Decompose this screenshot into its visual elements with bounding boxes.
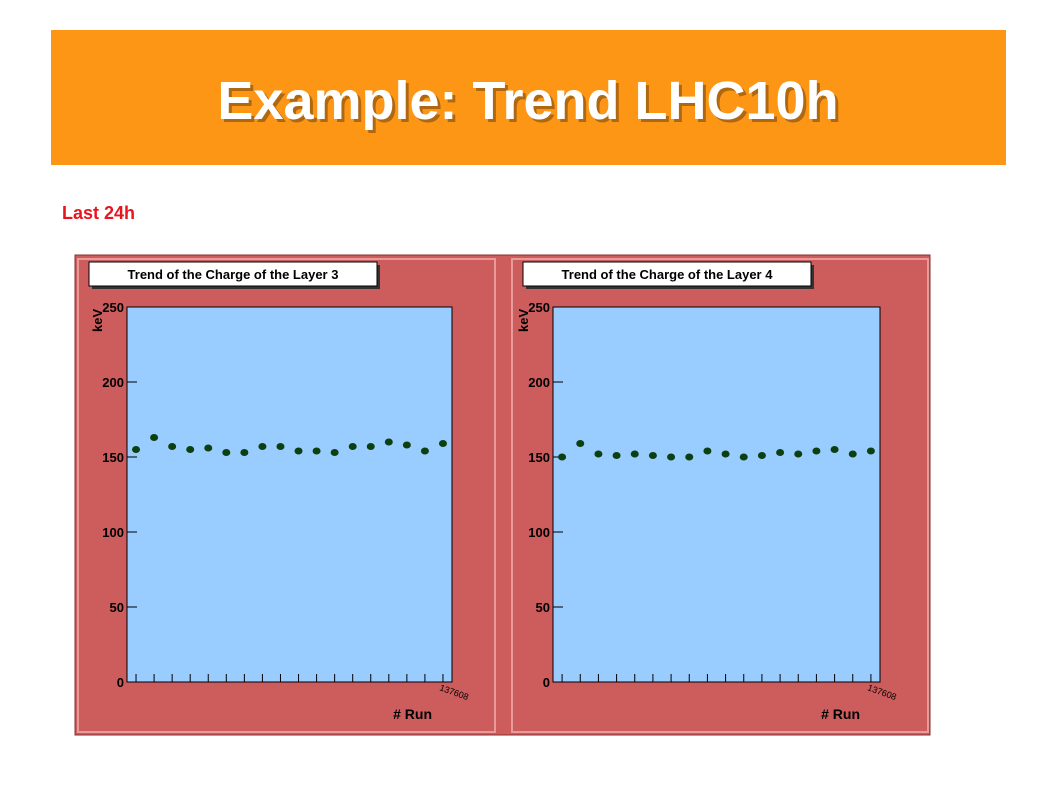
data-point [366,443,375,450]
data-point [739,453,748,461]
chart-title: Trend of the Charge of the Layer 4 [562,267,774,282]
data-point [240,449,249,456]
x-axis-label: # Run [821,706,860,722]
data-point [186,446,195,453]
data-point [576,440,585,447]
data-point [667,453,676,461]
y-tick-label: 200 [102,375,124,390]
data-point [848,450,857,458]
data-point [630,450,639,458]
slide-title: Example: Trend LHC10h [217,71,838,131]
data-point [721,450,730,458]
data-point [612,452,621,459]
y-tick-label: 0 [543,675,550,690]
title-banner [51,30,1006,165]
y-tick-label: 100 [528,525,550,540]
data-point [558,453,567,461]
data-point [420,447,429,455]
plot-area [552,306,881,683]
chart-title: Trend of the Charge of the Layer 3 [128,267,339,282]
y-tick-label: 50 [536,600,550,615]
subtitle: Last 24h [62,203,135,223]
data-point [168,443,177,450]
data-point [384,438,393,446]
plot-area [126,306,453,683]
data-point [594,450,603,458]
data-point [132,446,141,453]
title-box [522,261,812,287]
y-axis-label: keV [516,309,531,332]
data-point [812,447,821,455]
data-point [866,447,875,455]
data-point [438,440,447,447]
data-point [150,434,159,441]
data-point [685,453,694,461]
data-point [648,452,657,459]
data-point [204,444,213,452]
data-point [776,449,785,456]
y-axis-label: keV [90,309,105,332]
data-point [222,449,231,456]
data-point [703,447,712,455]
data-point [830,446,839,453]
data-point [330,449,339,456]
data-point [276,443,285,450]
title-box [88,261,378,287]
y-tick-label: 150 [528,450,550,465]
data-point [757,452,766,459]
y-tick-label: 0 [117,675,124,690]
y-tick-label: 200 [528,375,550,390]
y-tick-label: 250 [528,300,550,315]
title-shadow: Example: Trend LHC10h [220,74,841,134]
y-tick-label: 250 [102,300,124,315]
data-point [348,443,357,450]
data-point [312,447,321,455]
x-axis-label: # Run [393,706,432,722]
data-point [794,450,803,458]
data-point [258,443,267,450]
y-tick-label: 50 [110,600,124,615]
data-point [402,441,411,449]
y-tick-label: 100 [102,525,124,540]
y-tick-label: 150 [102,450,124,465]
data-point [294,447,303,455]
